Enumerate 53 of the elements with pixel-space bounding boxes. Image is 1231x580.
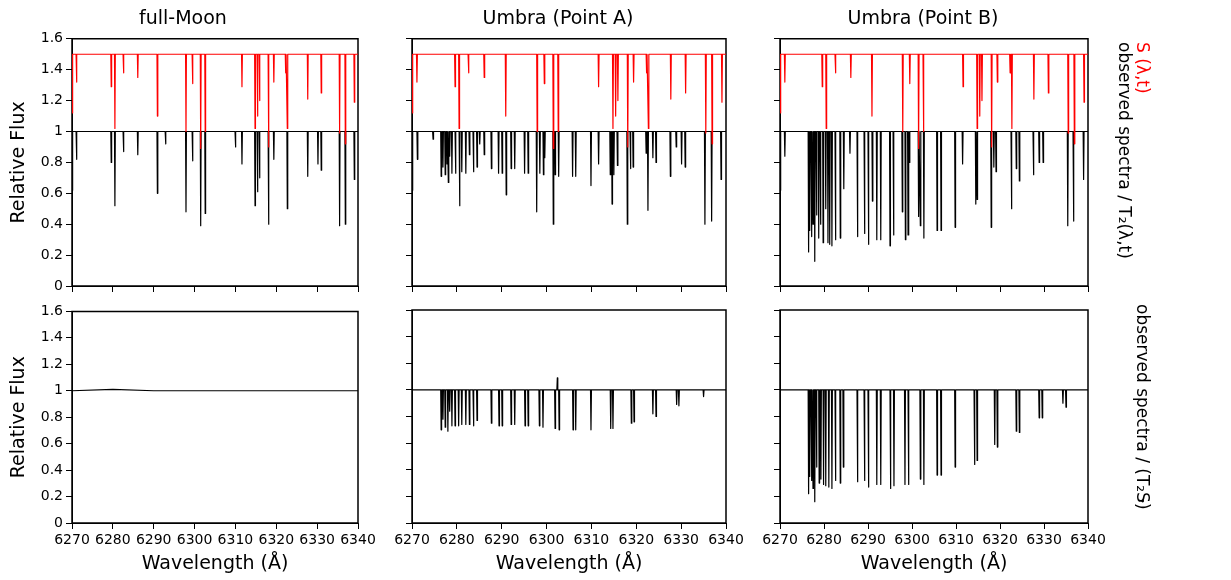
x-axis-title: Wavelength (Å)	[141, 550, 289, 573]
y-tick-label: 0.8	[40, 407, 63, 424]
x-tick-label: 6280	[806, 531, 842, 548]
y-tick-label: 1	[54, 381, 63, 398]
x-tick-label: 6320	[618, 531, 655, 548]
x-tick-label: 6270	[54, 531, 90, 548]
text: S (λ,t)	[1133, 42, 1153, 94]
x-tick-label: 6310	[573, 531, 610, 548]
x-tick-label: 6340	[1070, 531, 1106, 548]
y-tick-label: 1.2	[40, 91, 63, 108]
x-axis-title: Wavelength (Å)	[860, 550, 1008, 573]
x-tick-label: 6330	[1026, 531, 1062, 548]
x-tick-label: 6310	[217, 531, 254, 548]
y-tick-label: 1.4	[40, 60, 64, 77]
x-tick-label: 6270	[394, 531, 430, 548]
x-tick-label: 6330	[299, 531, 335, 548]
x-tick-label: 6340	[708, 531, 744, 548]
x-tick-label: 6290	[850, 531, 886, 548]
x-tick-label: 6290	[483, 531, 520, 548]
y-tick-label: 0.6	[40, 183, 64, 200]
x-tick-label: 6340	[340, 531, 376, 548]
y-axis-title: Relative Flux	[6, 356, 29, 479]
x-tick-label: 6290	[135, 531, 172, 548]
y-tick-label: 0.2	[40, 487, 63, 504]
x-tick-label: 6300	[176, 531, 213, 548]
x-tick-label: 6300	[894, 531, 930, 548]
y-tick-label: 1.6	[40, 29, 64, 46]
chart-title: full-Moon	[139, 6, 227, 29]
x-axis-title: Wavelength (Å)	[495, 550, 643, 573]
x-tick-label: 6280	[439, 531, 475, 548]
x-tick-label: 6280	[95, 531, 131, 548]
y-tick-label: 0	[54, 513, 63, 530]
x-tick-label: 6270	[762, 531, 798, 548]
y-tick-label: 1.4	[40, 328, 64, 345]
y-tick-label: 0	[54, 276, 63, 293]
y-tick-label: 1	[54, 122, 63, 139]
y-tick-label: 0.4	[40, 214, 64, 231]
x-tick-label: 6320	[982, 531, 1018, 548]
y-tick-label: 0.8	[40, 153, 63, 170]
y-tick-label: 1.2	[40, 354, 63, 371]
chart-title: Umbra (Point A)	[482, 6, 634, 29]
x-tick-label: 6320	[258, 531, 295, 548]
y2-axis-title: observed spectra / (T₂・S)	[1133, 304, 1153, 510]
text: observed spectra / T₂(λ,t)	[1115, 42, 1135, 259]
y-tick-label: 0.2	[40, 245, 63, 262]
y-tick-label: 1.6	[40, 302, 64, 319]
y-tick-label: 0.6	[40, 434, 64, 451]
chart-title: Umbra (Point B)	[847, 6, 999, 29]
x-tick-label: 6310	[938, 531, 974, 548]
x-tick-label: 6300	[528, 531, 565, 548]
x-tick-label: 6330	[663, 531, 699, 548]
y-axis-title: Relative Flux	[6, 101, 29, 224]
y-tick-label: 0.4	[40, 460, 64, 477]
